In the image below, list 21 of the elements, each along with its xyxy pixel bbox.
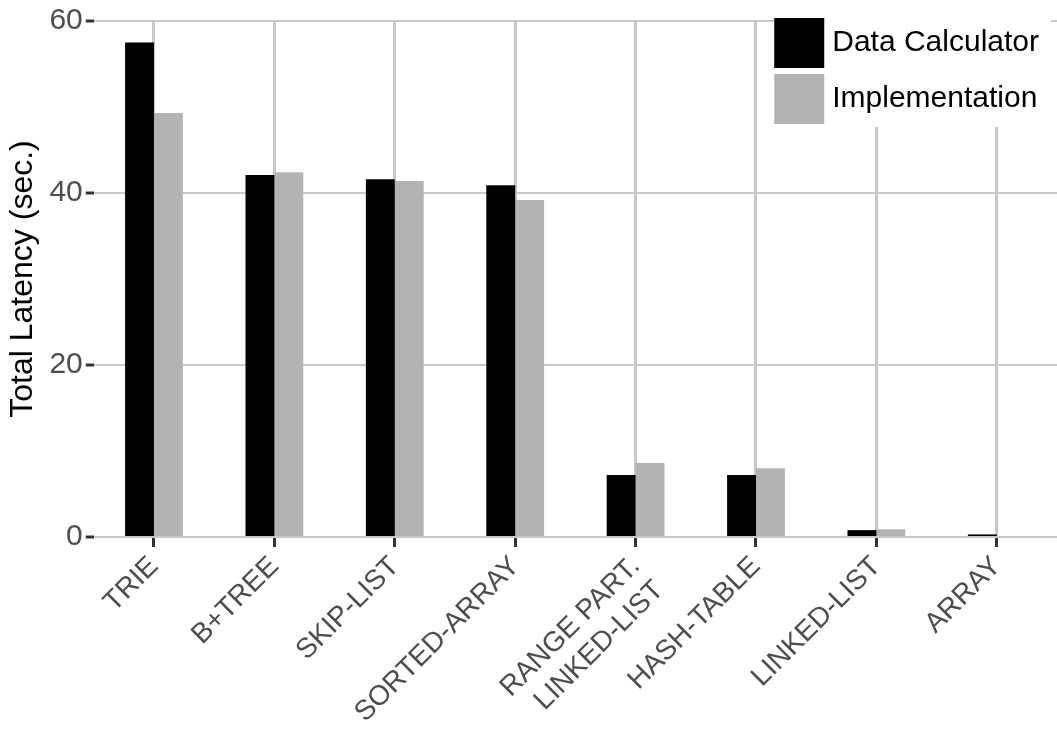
- bar: [153, 113, 183, 536]
- bar: [515, 199, 545, 536]
- legend-label: Data Calculator: [832, 24, 1040, 58]
- y-tick-label: 40: [49, 174, 83, 208]
- y-axis-title: Total Latency (sec.): [3, 140, 40, 418]
- bar: [847, 530, 877, 536]
- bar: [606, 475, 636, 536]
- bar: [635, 463, 665, 536]
- y-tick-label: 20: [49, 346, 83, 380]
- bar: [394, 180, 424, 536]
- bar: [876, 529, 906, 536]
- bar: [727, 475, 756, 536]
- bar: [365, 179, 395, 536]
- bar: [486, 185, 516, 536]
- bar: [125, 42, 154, 536]
- bar: [274, 172, 304, 536]
- y-tick-label: 0: [66, 518, 83, 552]
- bar: [755, 468, 785, 536]
- bar: [245, 174, 275, 536]
- y-tick-label: 60: [49, 2, 83, 36]
- legend-label: Implementation: [832, 80, 1038, 114]
